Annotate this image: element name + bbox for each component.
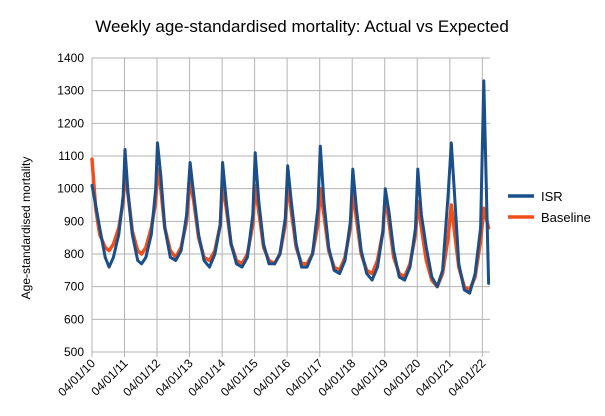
- y-tick-label: 1000: [57, 182, 84, 196]
- axes: [91, 58, 490, 357]
- legend: ISR Baseline: [508, 189, 591, 225]
- y-tick-label: 800: [64, 247, 84, 261]
- legend-label-isr: ISR: [541, 189, 563, 204]
- y-tick-labels: 500 600 700 800 900 1000 1100 1200 1300 1400: [57, 51, 84, 359]
- legend-label-baseline: Baseline: [541, 210, 591, 225]
- y-tick-label: 700: [64, 280, 84, 294]
- y-tick-label: 1400: [57, 51, 84, 65]
- x-tick-labels: 04/01/1004/01/1104/01/1204/01/1304/01/14…: [55, 356, 489, 399]
- y-tick-label: 1300: [57, 84, 84, 98]
- plot-area: [90, 79, 491, 295]
- y-tick-label: 1200: [57, 116, 84, 130]
- y-tick-label: 900: [64, 214, 84, 228]
- y-tick-label: 600: [64, 312, 84, 326]
- series-line-isr: [90, 79, 491, 295]
- chart-title: Weekly age-standardised mortality: Actua…: [95, 17, 509, 36]
- y-tick-label: 500: [64, 345, 84, 359]
- y-axis-label: Age-standardised mortality: [19, 157, 33, 300]
- y-tick-label: 1100: [58, 149, 84, 163]
